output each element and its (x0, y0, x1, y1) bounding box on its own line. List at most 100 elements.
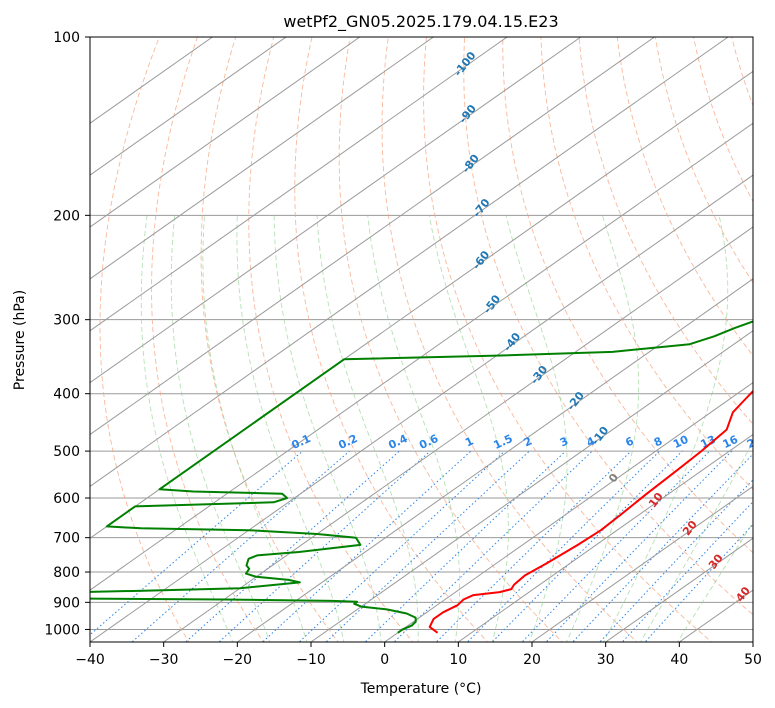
dry-adiabat (381, 37, 638, 642)
mixing-ratio-line (545, 450, 733, 642)
mixing-ratio-label: 0.4 (386, 432, 409, 452)
moist-adiabat (236, 215, 345, 642)
y-tick-label: 800 (53, 565, 80, 581)
chart-title: wetPf2_GN05.2025.179.04.15.E23 (283, 12, 558, 32)
mixing-ratio-line (90, 450, 303, 636)
mixing-ratio-line (621, 500, 753, 642)
mixing-ratio-label: 20 (745, 433, 765, 451)
dry-adiabat (151, 37, 265, 642)
mixing-ratio-line (218, 450, 431, 642)
isotherm-line (90, 174, 753, 642)
isotherm-line (605, 537, 753, 642)
mixing-ratio-line (185, 450, 400, 642)
temperature-profile (428, 389, 753, 634)
mixing-ratio-line (131, 450, 350, 642)
moist-adiabat (428, 215, 509, 642)
dry-adiabat (99, 37, 190, 642)
y-axis: 100 200 300 400 500 600 700 800 900 1000 (44, 30, 90, 638)
moist-adiabat (639, 440, 753, 642)
moist-adiabat (140, 215, 234, 642)
y-tick-label: 200 (53, 208, 80, 224)
dry-adiabat (294, 37, 489, 642)
mixing-ratio-label: 25 (770, 433, 775, 451)
y-axis-title: Pressure (hPa) (12, 290, 28, 390)
mixing-ratio-label: 6 (623, 434, 636, 449)
y-tick-label: 1000 (44, 622, 80, 638)
mixing-ratio-label: 2 (522, 434, 534, 449)
y-tick-label: 100 (53, 30, 80, 46)
x-tick-label: 40 (670, 652, 688, 668)
y-tick-label: 900 (53, 595, 80, 611)
moist-adiabat (202, 215, 308, 642)
moist-adiabat (505, 215, 568, 642)
dry-adiabat (338, 37, 563, 642)
mixing-ratio-label: 0.1 (290, 432, 313, 452)
mixing-ratio-line (491, 450, 683, 642)
mixing-ratio-line (572, 453, 753, 642)
isotherm-line (90, 70, 753, 539)
dewpoint-profile (90, 320, 753, 634)
dry-adiabat (248, 37, 414, 642)
moist-adiabat (273, 215, 382, 642)
mixing-ratio-label: 1 (463, 434, 475, 449)
moist-adiabat (170, 215, 271, 642)
mixing-ratio-label: 10 (671, 433, 691, 451)
isotherm-line (237, 278, 753, 642)
x-axis-title: Temperature (°C) (360, 681, 482, 697)
x-tick-label: 20 (523, 652, 541, 668)
mixing-ratio-line (325, 450, 530, 642)
dry-adiabat (616, 37, 753, 357)
mixing-ratio-line (599, 479, 753, 642)
isotherm-line (90, 37, 655, 436)
isotherm-line (679, 589, 753, 642)
dry-adiabat (654, 37, 753, 284)
isotherm-line (458, 433, 753, 642)
isotherm-line (90, 37, 287, 176)
dry-adiabat (502, 37, 753, 554)
dry-adiabat (578, 37, 753, 425)
x-tick-label: 50 (744, 652, 762, 668)
y-tick-label: 600 (53, 491, 80, 507)
isotherm-line (752, 641, 753, 642)
x-axis: −40 −30 −20 −10 0 10 20 30 40 50 (75, 642, 762, 668)
mixing-ratio-line (521, 450, 711, 642)
isotherm-line (90, 37, 729, 487)
y-tick-label: 400 (53, 387, 80, 403)
dry-adiabat (766, 24, 775, 645)
dry-adiabat (200, 37, 339, 642)
dry-adiabat (693, 37, 753, 203)
mixing-ratio-label: 3 (558, 434, 570, 449)
mixing-ratio-label: 13 (698, 433, 717, 451)
moist-adiabat (367, 215, 461, 642)
isotherm-label: -100 (451, 49, 478, 79)
mixing-ratio-label: 0.2 (336, 432, 359, 452)
x-tick-label: 0 (380, 652, 389, 668)
mixing-ratio-line (435, 450, 632, 642)
mixing-ratio-line (393, 450, 593, 642)
x-tick-label: 10 (449, 652, 467, 668)
mixing-ratio-label: 16 (721, 433, 741, 451)
x-tick-label: −20 (223, 652, 253, 668)
isotherm-line (90, 37, 213, 124)
isotherm-line (90, 122, 753, 591)
isotherm-line (531, 485, 753, 642)
isotherm-line (90, 37, 582, 384)
y-tick-label: 500 (53, 444, 80, 460)
moist-adiabat (676, 521, 753, 642)
isotherm-line (384, 381, 753, 642)
dry-adiabat (423, 37, 713, 642)
isotherm-line (310, 330, 753, 642)
x-tick-label: −40 (75, 652, 105, 668)
isotherm-label: 0 (606, 471, 621, 485)
plot-frame (89, 36, 754, 643)
dry-adiabat (540, 37, 753, 491)
isotherm-line (163, 226, 753, 642)
y-tick-label: 700 (53, 531, 80, 547)
isotherm-line (90, 37, 434, 280)
y-tick-label: 300 (53, 313, 80, 329)
moist-adiabat (602, 215, 729, 642)
plot-area: -100-90-80-70-60-50-40-30-20-10010203040… (90, 24, 775, 645)
dry-adiabat (463, 37, 753, 616)
x-tick-label: 30 (597, 652, 615, 668)
isotherm-line (90, 37, 508, 332)
